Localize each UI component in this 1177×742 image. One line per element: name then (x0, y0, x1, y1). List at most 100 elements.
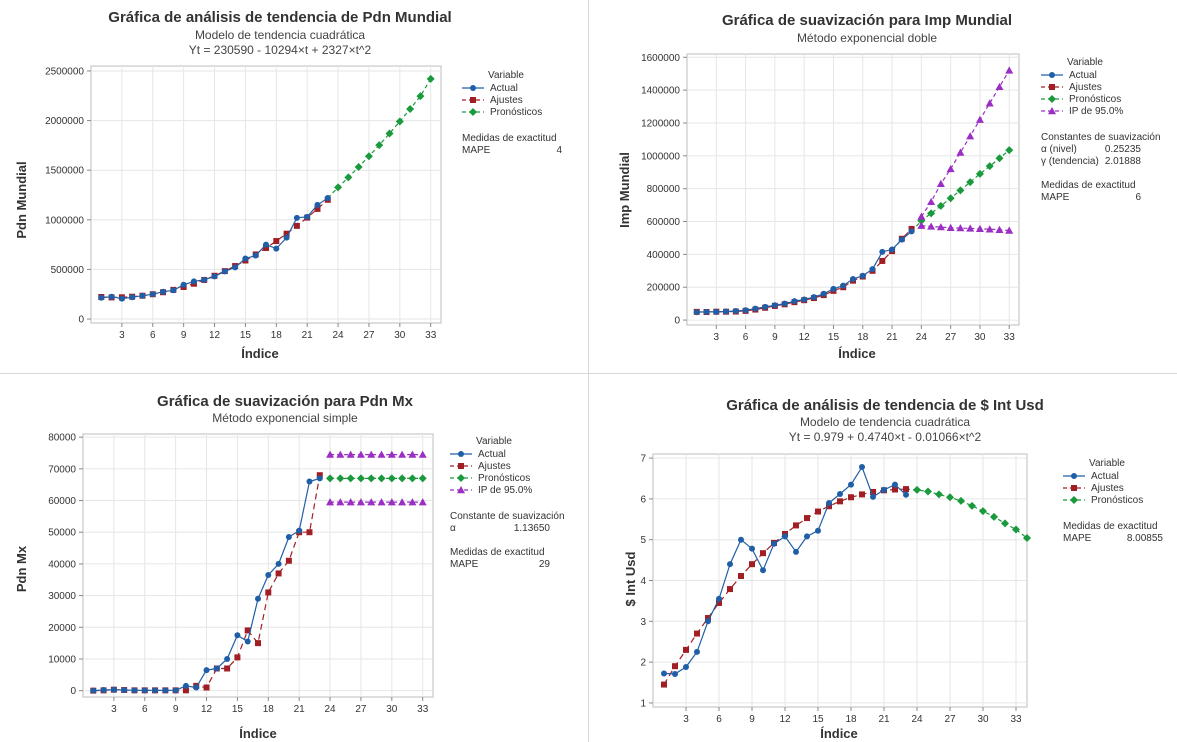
point-actual (98, 294, 105, 301)
legend-entry-ajustes: Ajustes (1091, 483, 1124, 494)
x-tick-label: 12 (799, 332, 811, 343)
legend-marker-diamond (457, 474, 465, 482)
y-tick-label: 0 (674, 316, 680, 327)
point-actual (170, 287, 177, 294)
point-ip-de-95-0-inferior (408, 498, 417, 506)
point-ajustes (694, 630, 700, 637)
point-actual (693, 309, 700, 316)
x-tick-label: 30 (394, 330, 406, 341)
point-ip-de-95-0-inferior (975, 224, 984, 232)
point-ip-de-95-0-inferior (356, 498, 365, 506)
point-pronosticos (990, 512, 998, 521)
chart-equation: Yt = 0.979 + 0.4740×t - 0.01066×t^2 (789, 430, 982, 444)
point-ip-de-95-0-inferior (966, 224, 975, 232)
point-pronosticos (1005, 146, 1014, 155)
point-ajustes (263, 244, 269, 251)
point-actual (244, 638, 251, 645)
point-actual (211, 273, 218, 280)
point-actual (694, 648, 700, 655)
y-tick-label: 2 (640, 658, 646, 669)
point-actual (752, 305, 759, 312)
y-tick-label: 4 (640, 576, 646, 587)
point-pronosticos (356, 474, 365, 483)
point-ajustes (804, 515, 810, 522)
x-axis-label: Índice (239, 726, 277, 741)
point-actual (859, 272, 866, 279)
pdn-mundial-trend-chart: Gráfica de análisis de tendencia de Pdn … (14, 9, 562, 361)
point-pronosticos (979, 507, 987, 516)
x-tick-label: 3 (111, 704, 117, 715)
point-actual (110, 686, 117, 693)
point-pronosticos (975, 169, 984, 178)
point-actual (293, 214, 300, 221)
chart-subtitle: Modelo de tendencia cuadrática (195, 28, 365, 42)
point-actual (255, 595, 261, 602)
point-ip-de-95-0-superior (927, 197, 936, 206)
point-actual (793, 548, 799, 555)
point-ajustes (234, 654, 241, 661)
point-actual (141, 687, 148, 694)
point-ajustes (314, 205, 321, 212)
x-tick-label: 24 (916, 332, 928, 343)
legend-entry-pronosticos: Pronósticos (478, 473, 530, 484)
point-ajustes (738, 573, 744, 580)
point-ip-de-95-0-inferior (398, 498, 407, 506)
x-tick-label: 6 (142, 704, 148, 715)
series-ip-de-95-0-superior (326, 450, 427, 458)
point-pronosticos (408, 474, 417, 483)
point-actual (213, 665, 220, 672)
point-actual (661, 670, 667, 677)
point-ajustes (870, 488, 876, 495)
point-ip-de-95-0-inferior (985, 225, 994, 233)
legend-marker-triangle (457, 486, 465, 494)
chart-subtitle: Método exponencial simple (212, 411, 358, 425)
point-ajustes (293, 222, 300, 229)
point-pronosticos (924, 487, 932, 496)
plot-frame (82, 433, 434, 698)
point-pronosticos (946, 493, 954, 502)
point-pronosticos (935, 490, 943, 499)
point-pronosticos (336, 474, 345, 483)
stat-block-title: Medidas de exactitud (462, 133, 557, 144)
stat-value: 2.01888 (1105, 156, 1142, 167)
imp-mundial-smoothing-panel: Gráfica de suavización para Imp Mundial … (589, 0, 1177, 373)
y-axis-label: Imp Mundial (617, 152, 632, 228)
point-actual (850, 276, 856, 283)
legend-marker-square (470, 97, 476, 103)
point-ajustes (837, 498, 843, 505)
point-ip-de-95-0-superior (387, 450, 396, 458)
y-tick-label: 40000 (48, 559, 76, 570)
point-ip-de-95-0-inferior (1005, 226, 1014, 234)
point-ip-de-95-0-superior (336, 450, 345, 458)
point-actual (273, 245, 280, 252)
point-pronosticos (995, 154, 1004, 163)
point-ip-de-95-0-inferior (946, 223, 955, 231)
point-pronosticos (354, 163, 363, 172)
legend-entry-pronosticos: Pronósticos (490, 107, 542, 118)
pdn-mundial-trend-panel: Gráfica de análisis de tendencia de Pdn … (0, 0, 588, 373)
point-actual (129, 294, 136, 301)
legend-entry-pronosticos: Pronósticos (1091, 495, 1143, 506)
point-ajustes (826, 503, 832, 510)
point-pronosticos (913, 485, 921, 494)
point-pronosticos (326, 474, 335, 483)
point-actual (683, 664, 689, 671)
legend-marker-circle (470, 85, 476, 91)
legend-entry-actual: Actual (1069, 70, 1097, 81)
point-actual (869, 266, 876, 273)
legend-entry-ajustes: Ajustes (478, 461, 511, 472)
point-actual (234, 632, 241, 639)
point-ip-de-95-0-superior (346, 450, 355, 458)
point-actual (182, 682, 189, 689)
point-actual (131, 687, 138, 694)
stat-value: 6 (1135, 192, 1141, 203)
y-tick-label: 1500000 (45, 166, 84, 177)
legend-marker-square (458, 463, 464, 469)
y-tick-label: 3 (640, 617, 646, 628)
point-ajustes (182, 687, 189, 694)
x-tick-label: 18 (845, 714, 857, 725)
y-tick-label: 60000 (48, 496, 76, 507)
x-tick-label: 6 (150, 330, 156, 341)
point-actual (723, 308, 730, 315)
